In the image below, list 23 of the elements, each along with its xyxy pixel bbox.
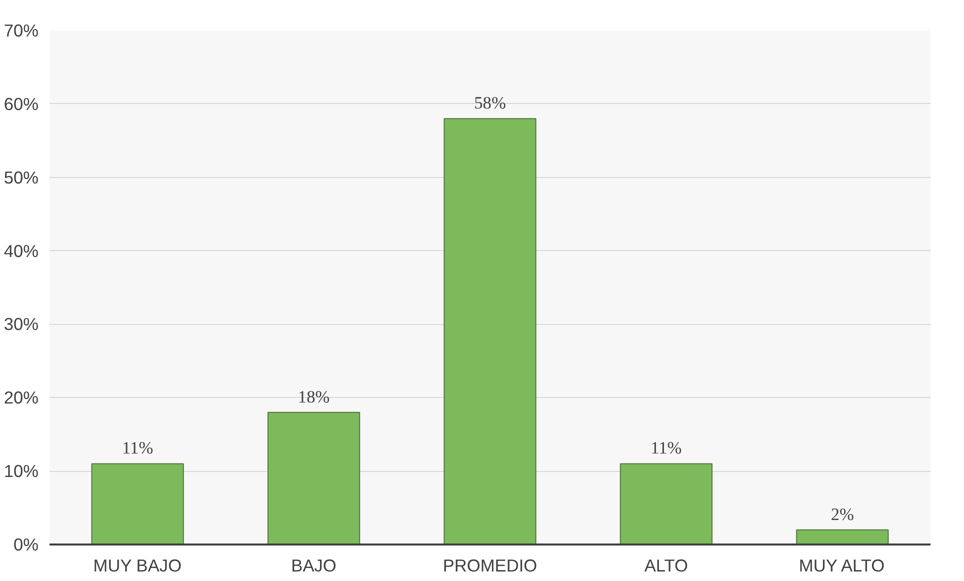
data-label: 58% xyxy=(474,94,506,113)
y-tick-label: 50% xyxy=(4,167,39,188)
bar xyxy=(267,412,360,544)
bar xyxy=(444,118,536,544)
x-tick-label: ALTO xyxy=(644,556,688,576)
data-label: 2% xyxy=(830,504,854,524)
bar xyxy=(796,529,889,544)
data-label: 11% xyxy=(122,438,154,458)
y-tick-label: 60% xyxy=(4,94,39,114)
data-label: 11% xyxy=(650,438,682,458)
bar xyxy=(620,463,713,544)
x-tick-label: PROMEDIO xyxy=(442,556,538,576)
data-label: 18% xyxy=(298,387,330,406)
y-tick-label: 40% xyxy=(4,240,39,261)
bar xyxy=(91,463,184,544)
x-tick-label: BAJO xyxy=(291,556,336,576)
y-tick-label: 30% xyxy=(4,314,39,334)
y-tick-label: 0% xyxy=(13,534,38,554)
y-tick-label: 10% xyxy=(4,461,39,482)
x-tick-label: MUY ALTO xyxy=(798,556,885,576)
y-tick-label: 70% xyxy=(4,20,39,40)
x-tick-label: MUY BAJO xyxy=(93,556,182,576)
y-tick-label: 20% xyxy=(4,388,39,408)
